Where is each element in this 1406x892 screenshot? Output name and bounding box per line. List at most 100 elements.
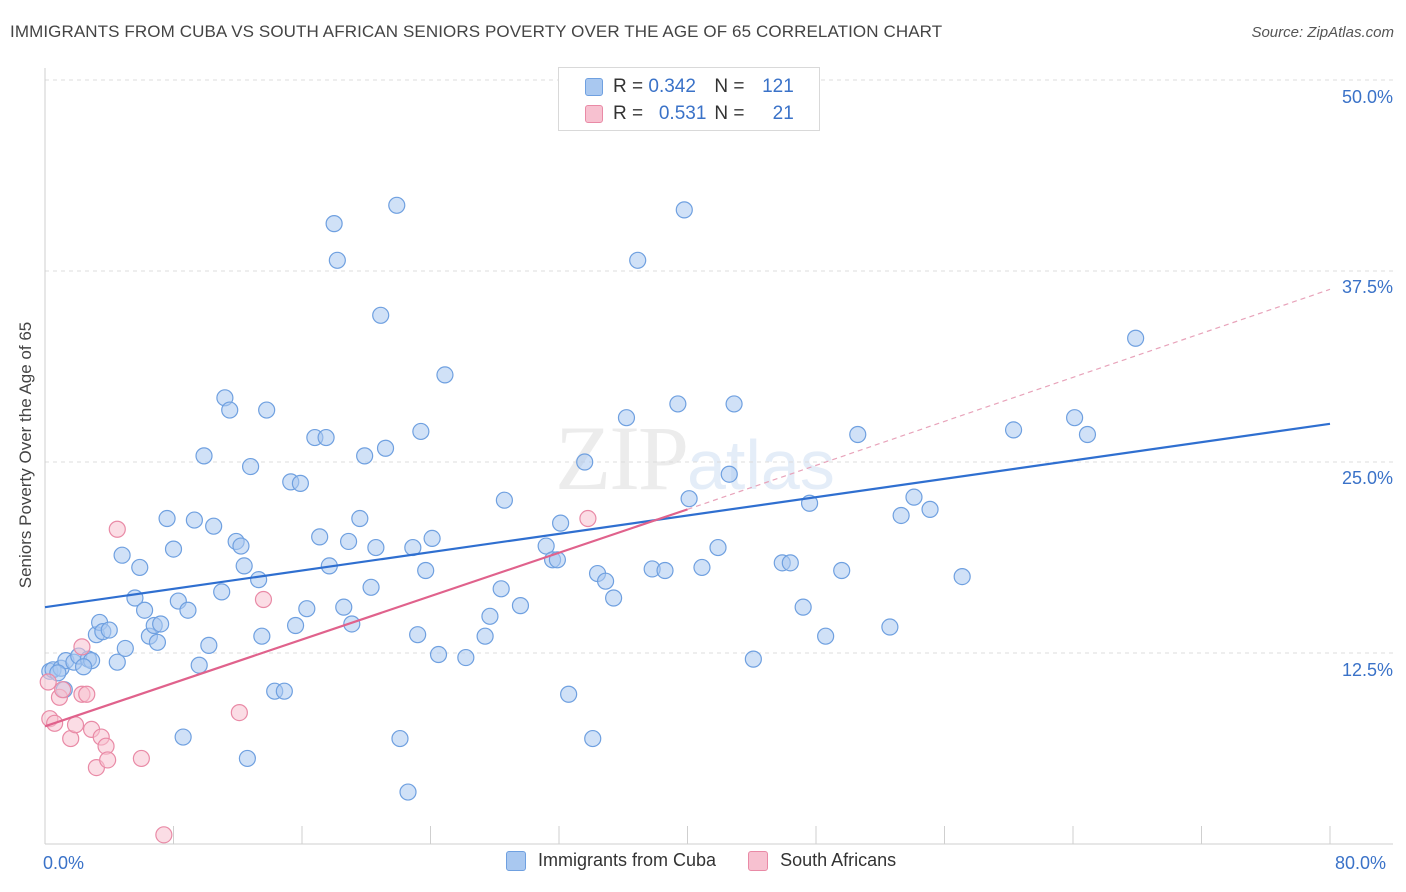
cuba-point: [436, 366, 454, 384]
n-label: N =: [714, 76, 745, 97]
cuba-point: [1078, 425, 1097, 444]
cuba-point: [351, 509, 369, 528]
cuba-point: [317, 428, 335, 447]
cuba-point: [362, 578, 380, 596]
cuba-point: [584, 729, 602, 748]
cuba-point: [242, 457, 260, 476]
chart-title: IMMIGRANTS FROM CUBA VS SOUTH AFRICAN SE…: [10, 22, 943, 41]
watermark-atlas: atlas: [687, 426, 835, 504]
legend-item-south-africans[interactable]: South Africans: [748, 850, 896, 871]
r-value: 0.342: [648, 76, 696, 97]
cuba-point: [629, 251, 647, 269]
south-africans-point: [108, 520, 126, 538]
legend-swatch-cuba: [585, 78, 603, 96]
cuba-point: [100, 621, 118, 639]
r-label: R =: [613, 103, 644, 124]
cuba-point: [388, 196, 406, 214]
cuba-point: [492, 580, 510, 598]
cuba-point: [921, 500, 939, 518]
cuba-point: [412, 422, 430, 441]
series-legend: Immigrants from Cuba South Africans: [506, 850, 928, 871]
south-africans-point: [78, 685, 96, 703]
legend-label-cuba: Immigrants from Cuba: [538, 850, 717, 870]
cuba-point: [190, 656, 208, 674]
x-tick-min: 0.0%: [43, 853, 85, 873]
south-africans-point: [54, 681, 72, 699]
cuba-point: [116, 639, 134, 658]
cuba-point: [576, 453, 594, 471]
legend-swatch-south-africans: [748, 850, 769, 871]
cuba-point: [232, 537, 250, 555]
cuba-point: [617, 409, 636, 427]
cuba-point: [511, 597, 530, 615]
cuba-point: [195, 447, 213, 465]
cuba-point: [953, 567, 971, 586]
x-tick-max: 80.0%: [1335, 853, 1387, 873]
cuba-point: [476, 627, 494, 645]
cuba-point: [781, 554, 799, 572]
cuba-point: [152, 615, 170, 633]
cuba-point: [311, 528, 329, 546]
cuba-point: [892, 506, 910, 525]
cuba-point: [339, 532, 358, 551]
legend-row-cuba: R = 0.342 N = 121: [585, 75, 794, 99]
cuba-point: [709, 538, 727, 557]
y-tick-25: 25.0%: [1341, 468, 1393, 488]
cuba-point: [1004, 421, 1023, 439]
cuba-point: [185, 511, 203, 529]
cuba-point: [221, 401, 239, 419]
south-africans-trend-extension: [687, 288, 1331, 510]
n-value: 21: [772, 103, 794, 124]
cuba-point: [356, 447, 374, 465]
cuba-point: [343, 615, 361, 633]
cuba-point: [560, 685, 578, 703]
cuba-point: [250, 571, 268, 589]
cuba-point: [429, 645, 448, 664]
cuba-point: [1127, 329, 1145, 347]
cuba-trend-line: [44, 422, 1331, 609]
cuba-point: [1066, 409, 1084, 427]
cuba-point: [213, 583, 231, 601]
cuba-point: [481, 607, 499, 625]
cuba-point: [108, 653, 126, 671]
cuba-point: [423, 529, 441, 548]
cuba-point: [328, 251, 346, 269]
r-value: 0.531: [658, 103, 707, 124]
cuba-point: [200, 636, 218, 654]
n-label: N =: [714, 103, 745, 124]
cuba-point: [174, 728, 192, 746]
cuba-point: [849, 425, 867, 444]
cuba-point: [372, 306, 390, 324]
cuba-point: [74, 658, 93, 676]
cuba-point: [552, 514, 570, 532]
legend-swatch-south-africans: [585, 105, 603, 123]
cuba-point: [833, 561, 851, 580]
cuba-point: [113, 546, 131, 564]
legend-label-south-africans: South Africans: [780, 850, 897, 870]
cuba-point: [596, 572, 615, 590]
cuba-point: [656, 561, 674, 580]
cuba-point: [417, 561, 435, 580]
cuba-point: [605, 589, 623, 607]
legend-item-cuba[interactable]: Immigrants from Cuba: [506, 850, 716, 871]
cuba-point: [286, 616, 305, 635]
cuba-point: [258, 401, 276, 419]
south-africans-trend-line: [44, 508, 688, 728]
cuba-point: [905, 488, 923, 506]
cuba-point: [325, 215, 343, 233]
south-africans-point: [99, 751, 117, 769]
correlation-legend: R = 0.342 N = 121 R = 0.531 N = 21: [558, 67, 820, 131]
south-africans-point: [579, 509, 597, 528]
cuba-point: [131, 558, 149, 577]
cuba-point: [291, 474, 309, 492]
r-label: R =: [613, 76, 644, 97]
cuba-point: [669, 395, 687, 413]
y-tick-50: 50.0%: [1341, 87, 1393, 107]
cuba-point: [720, 465, 738, 483]
south-africans-point: [155, 826, 173, 844]
cuba-point: [744, 650, 762, 668]
cuba-point: [158, 509, 176, 528]
cuba-point: [335, 598, 353, 616]
y-tick-12-5: 12.5%: [1341, 660, 1393, 680]
